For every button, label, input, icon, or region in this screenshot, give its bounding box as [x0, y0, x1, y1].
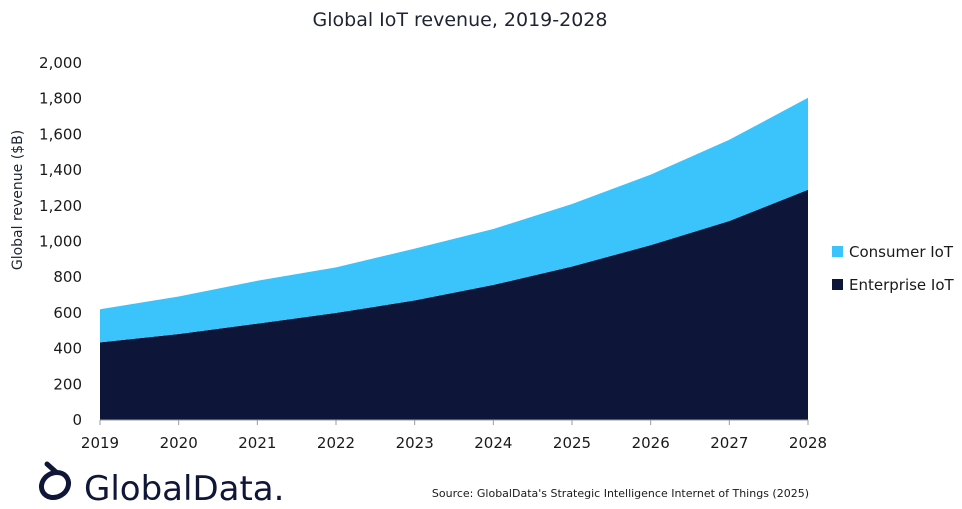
x-tick-label: 2021: [238, 434, 276, 452]
y-tick-label: 1,200: [39, 197, 82, 215]
y-axis-label: Global revenue ($B): [10, 130, 26, 270]
globaldata-logo-icon: [38, 461, 72, 501]
legend: Consumer IoT Enterprise IoT: [832, 243, 955, 294]
area-consumer-iot: [100, 97, 808, 343]
y-tick-label: 200: [53, 375, 82, 393]
legend-swatch: [832, 279, 843, 290]
x-tick-label: 2027: [710, 434, 748, 452]
y-axis: 0 200 400 600 800 1,000 1,200 1,400 1,600 1,800 2,…: [39, 54, 82, 429]
legend-swatch: [832, 246, 843, 257]
x-tick-label: 2019: [81, 434, 119, 452]
x-tick-label: 2020: [160, 434, 198, 452]
y-tick-label: 1,000: [39, 233, 82, 251]
plot-areas: [100, 97, 808, 420]
globaldata-logo: GlobalData.: [38, 461, 284, 509]
brand-name: GlobalData.: [84, 469, 284, 509]
x-tick-label: 2025: [553, 434, 591, 452]
source-note: Source: GlobalData's Strategic Intellige…: [432, 487, 809, 500]
y-tick-label: 2,000: [39, 54, 82, 72]
area-enterprise-iot: [100, 189, 808, 420]
legend-label: Consumer IoT: [849, 243, 954, 261]
y-tick-label: 800: [53, 268, 82, 286]
chart-title: Global IoT revenue, 2019-2028: [313, 9, 608, 31]
x-tick-label: 2026: [632, 434, 670, 452]
x-tick-label: 2028: [789, 434, 827, 452]
y-tick-label: 1,800: [39, 90, 82, 108]
x-tick-label: 2024: [474, 434, 512, 452]
x-tick-label: 2022: [317, 434, 355, 452]
x-axis: 2019 2020 2021 2022 2023 2024 2025 2026 2027 2028: [81, 419, 827, 452]
y-tick-label: 0: [72, 411, 82, 429]
legend-label: Enterprise IoT: [849, 276, 955, 294]
y-tick-label: 600: [53, 304, 82, 322]
y-tick-label: 1,600: [39, 125, 82, 143]
y-tick-label: 400: [53, 340, 82, 358]
y-tick-label: 1,400: [39, 161, 82, 179]
x-tick-label: 2023: [396, 434, 434, 452]
